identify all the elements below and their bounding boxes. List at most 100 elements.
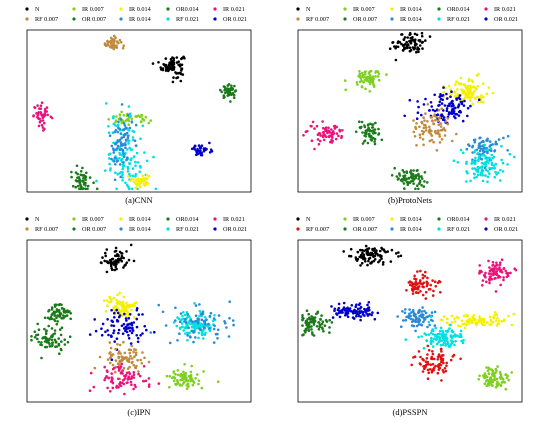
legend-label: OR0.014 — [176, 6, 199, 13]
scatter-point — [454, 339, 457, 343]
scatter-point — [504, 387, 508, 391]
scatter-point — [451, 355, 455, 358]
scatter-point — [137, 313, 141, 316]
scatter-point — [120, 324, 124, 328]
scatter-point — [142, 176, 146, 180]
legend-marker — [119, 17, 123, 21]
scatter-point — [120, 254, 124, 258]
scatter-point — [367, 259, 370, 263]
scatter-point — [494, 170, 497, 174]
scatter-point — [128, 187, 131, 191]
scatter-point — [131, 327, 134, 330]
scatter-point — [228, 316, 231, 320]
scatter-point — [98, 355, 102, 359]
scatter-point — [444, 333, 448, 336]
scatter-point — [364, 87, 367, 91]
scatter-point — [122, 44, 125, 47]
scatter-point — [427, 371, 431, 375]
scatter-point — [109, 260, 113, 264]
scatter-point — [304, 321, 308, 325]
scatter-point — [487, 259, 490, 263]
scatter-point — [130, 187, 134, 191]
scatter-point — [116, 293, 119, 297]
scatter-point — [416, 320, 419, 324]
scatter-point — [193, 330, 196, 334]
scatter-point — [208, 141, 211, 145]
scatter-point — [415, 169, 419, 172]
scatter-point — [438, 336, 442, 340]
scatter-point — [432, 140, 435, 144]
scatter-point — [439, 343, 443, 347]
scatter-point — [457, 104, 461, 108]
scatter-point — [468, 144, 471, 148]
legend-label: N — [35, 6, 40, 13]
scatter-point — [114, 265, 117, 269]
scatter-point — [459, 325, 462, 328]
scatter-point — [436, 371, 440, 375]
scatter-point — [373, 140, 376, 143]
scatter-point — [181, 314, 184, 318]
scatter-point — [474, 318, 477, 322]
scatter-point — [409, 40, 413, 44]
scatter-point — [468, 88, 472, 92]
scatter-point — [202, 150, 206, 153]
scatter-point — [172, 371, 175, 374]
scatter-point — [127, 105, 131, 108]
scatter-point — [359, 264, 362, 267]
scatter-point — [451, 99, 454, 103]
scatter-point — [66, 340, 70, 344]
scatter-point — [186, 379, 190, 382]
scatter-point — [179, 79, 183, 83]
scatter-point — [367, 80, 371, 84]
scatter-point — [114, 163, 117, 166]
scatter-point — [119, 352, 122, 355]
scatter-point — [101, 322, 105, 326]
scatter-point — [372, 85, 376, 88]
scatter-point — [41, 119, 45, 122]
scatter-point — [194, 336, 197, 339]
scatter-point — [478, 374, 481, 378]
scatter-point — [420, 31, 424, 35]
scatter-point — [431, 345, 435, 348]
scatter-point — [130, 331, 134, 335]
scatter-point — [438, 133, 441, 136]
scatter-point — [468, 321, 471, 324]
scatter-point — [475, 87, 478, 91]
legend-marker — [437, 217, 441, 221]
scatter-point — [436, 332, 440, 336]
scatter-point — [463, 99, 466, 103]
scatter-point — [342, 250, 346, 253]
scatter-point — [63, 338, 66, 342]
scatter-point — [37, 328, 41, 332]
scatter-point — [190, 322, 193, 326]
scatter-point — [439, 339, 442, 343]
scatter-point — [118, 291, 121, 295]
scatter-point — [438, 280, 442, 284]
scatter-point — [74, 185, 78, 189]
scatter-point — [417, 187, 420, 191]
scatter-point — [446, 329, 450, 333]
scatter-point — [216, 328, 220, 332]
scatter-point — [485, 379, 489, 382]
scatter-point — [327, 135, 331, 139]
scatter-point — [301, 318, 304, 322]
scatter-point — [409, 317, 413, 321]
scatter-point — [132, 363, 135, 367]
scatter-point — [64, 310, 68, 313]
scatter-point — [368, 90, 372, 93]
scatter-point — [120, 121, 124, 125]
scatter-point — [373, 130, 376, 134]
scatter-point — [121, 332, 125, 336]
scatter-point — [174, 319, 177, 322]
scatter-point — [403, 176, 406, 179]
scatter-point — [480, 171, 484, 175]
scatter-point — [442, 91, 446, 94]
scatter-point — [513, 155, 516, 159]
scatter-point — [421, 40, 425, 44]
scatter-point — [426, 325, 429, 329]
scatter-point — [126, 156, 129, 159]
scatter-point — [437, 123, 441, 126]
scatter-point — [358, 70, 361, 73]
scatter-point — [180, 67, 183, 70]
